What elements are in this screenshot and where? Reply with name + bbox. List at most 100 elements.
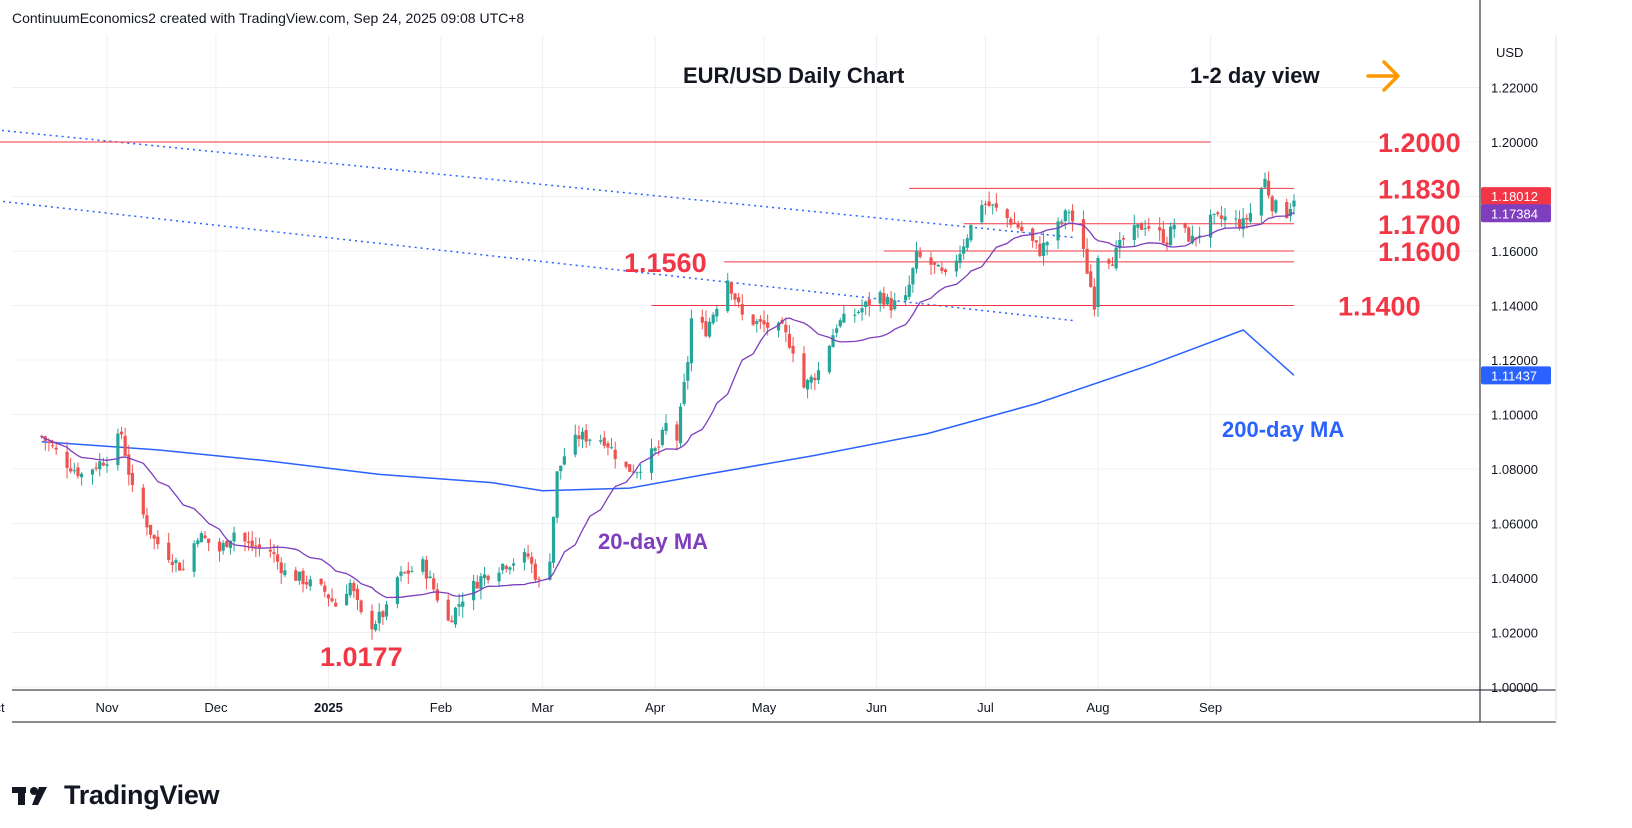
candle-body xyxy=(726,280,730,312)
level-label: 1.1400 xyxy=(1338,292,1421,322)
candle-body xyxy=(599,440,603,442)
candle-body xyxy=(882,293,886,305)
candle-body xyxy=(181,568,185,570)
candle-body xyxy=(733,293,737,300)
candle-body xyxy=(678,406,683,444)
candle-body xyxy=(856,311,861,313)
candle-body xyxy=(90,469,95,475)
candle-body xyxy=(435,589,439,601)
candle-body xyxy=(1183,223,1187,229)
candle-body xyxy=(1041,242,1046,256)
chart-grid xyxy=(12,35,1480,690)
candle-body xyxy=(522,552,527,563)
candle-body xyxy=(631,471,635,473)
candle-body xyxy=(1038,243,1042,256)
candle-body xyxy=(330,598,334,602)
candle-body xyxy=(1212,213,1216,215)
candle-body xyxy=(1219,215,1224,219)
candle-body xyxy=(635,472,639,474)
candle-body xyxy=(192,543,196,572)
candle-body xyxy=(893,300,897,310)
candle-body xyxy=(784,324,788,333)
y-tick-label: 1.08000 xyxy=(1491,462,1538,477)
candle-body xyxy=(374,623,378,631)
candle-body xyxy=(50,445,55,447)
ma20-line xyxy=(41,212,1295,599)
candle-body xyxy=(1285,201,1289,219)
chart-attribution: ContinuumEconomics2 created with Trading… xyxy=(12,10,525,26)
y-tick-label: 1.14000 xyxy=(1491,299,1538,314)
candle-body xyxy=(410,570,414,572)
ma20-badge-bg xyxy=(1481,204,1551,223)
candle-body xyxy=(1121,238,1125,240)
candle-body xyxy=(660,429,664,445)
candle-body xyxy=(1241,218,1245,230)
candle-body xyxy=(860,308,864,313)
candle-body xyxy=(987,201,991,206)
candle-body xyxy=(486,575,490,581)
candle-body xyxy=(1067,212,1071,214)
candle-body xyxy=(1267,180,1271,196)
trend-channel xyxy=(0,129,1073,322)
candle-body xyxy=(156,536,160,545)
candle-body xyxy=(283,570,287,576)
candle-body xyxy=(853,314,857,316)
tradingview-logo[interactable]: TradingView xyxy=(12,780,220,811)
candle-body xyxy=(221,543,225,551)
candle-body xyxy=(657,446,661,448)
candle-body xyxy=(254,545,258,548)
tradingview-brand: TradingView xyxy=(64,780,220,810)
x-tick-label: Oct xyxy=(0,700,5,715)
candle-body xyxy=(225,540,229,547)
candle-body xyxy=(682,381,686,404)
candle-body xyxy=(914,250,919,269)
candle-body xyxy=(276,554,280,562)
candle-body xyxy=(355,588,360,600)
candle-body xyxy=(653,448,657,451)
candle-body xyxy=(639,471,643,473)
candle-body xyxy=(1005,209,1009,219)
candle-body xyxy=(624,461,628,467)
candle-body xyxy=(348,582,352,596)
candle-body xyxy=(76,467,80,477)
candle-body xyxy=(421,559,425,572)
candle-body xyxy=(842,313,846,323)
candle-body xyxy=(1089,271,1093,287)
candle-body xyxy=(1114,247,1118,269)
candle-body xyxy=(1132,225,1136,240)
candle-body xyxy=(359,600,363,613)
candle-body xyxy=(167,542,171,560)
candle-body xyxy=(72,470,76,472)
candle-body xyxy=(207,538,211,543)
candle-body xyxy=(689,318,694,364)
x-tick-label: Feb xyxy=(430,700,452,715)
candle-body xyxy=(907,284,911,297)
candle-body xyxy=(929,257,933,265)
candle-body xyxy=(305,582,309,585)
x-tick-label: Nov xyxy=(95,700,119,715)
candle-body xyxy=(700,316,704,323)
candle-body xyxy=(878,292,882,304)
candle-body xyxy=(475,581,479,589)
tradingview-logo-icon xyxy=(12,786,47,805)
candle-body xyxy=(1092,286,1096,310)
candle-body xyxy=(1187,227,1191,242)
candle-body xyxy=(217,541,222,552)
candle-body xyxy=(758,319,762,322)
candle-body xyxy=(1016,223,1020,228)
x-tick-label: Dec xyxy=(204,700,228,715)
level-label: 1.1600 xyxy=(1378,237,1461,267)
x-tick-label: Jul xyxy=(977,700,994,715)
candle-body xyxy=(827,345,831,373)
candle-body xyxy=(1034,240,1038,243)
candle-body xyxy=(323,585,327,592)
candle-body xyxy=(537,578,541,580)
candle-body xyxy=(1110,264,1115,266)
candle-body xyxy=(1237,219,1242,228)
x-tick-label: Jun xyxy=(866,700,887,715)
candle-body xyxy=(334,602,338,607)
candle-body xyxy=(965,238,969,248)
candle-body xyxy=(1070,210,1075,222)
